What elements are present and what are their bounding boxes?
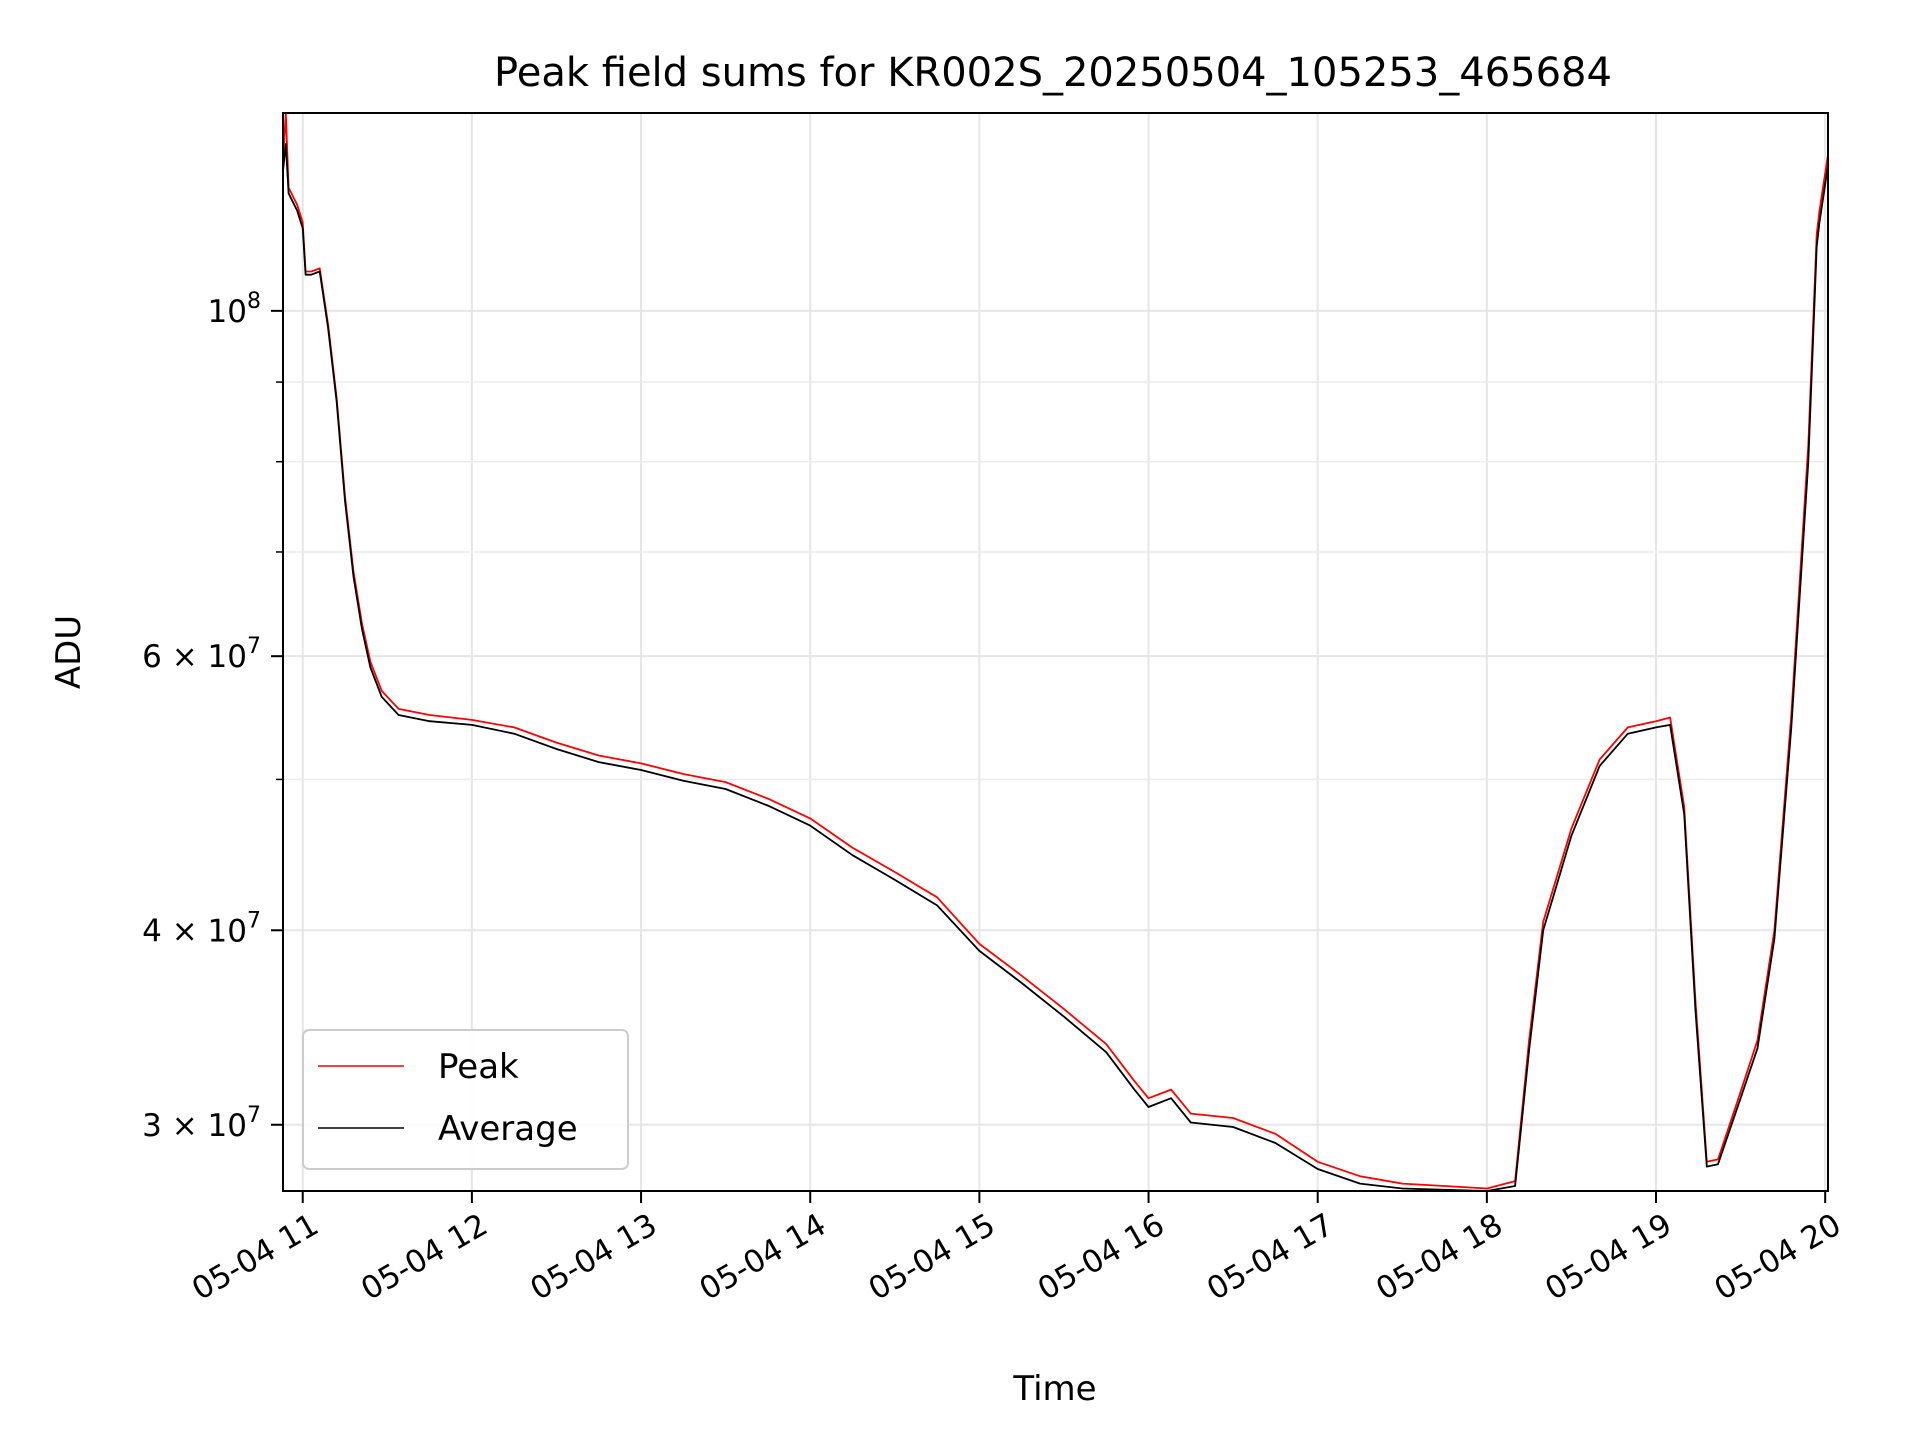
y-tick-label: 108 [208,289,261,330]
series-layer [282,112,1829,1192]
legend-label-average: Average [438,1109,578,1149]
x-axis-label: Time [1012,1369,1096,1409]
legend-box [302,1029,629,1170]
legend: Peak Average [302,1029,629,1170]
y-axis-label: ADU [49,615,89,689]
series-line-average [282,143,1829,1192]
grid-lines [283,113,1828,1191]
chart-title: Peak field sums for KR002S_20250504_1052… [494,50,1612,96]
y-tick-label: 3 × 107 [142,1103,261,1144]
y-tick-label: 6 × 107 [142,634,261,675]
y-tick-label: 4 × 107 [142,908,261,949]
plot-frame [282,112,1829,1192]
legend-label-peak: Peak [438,1047,519,1087]
